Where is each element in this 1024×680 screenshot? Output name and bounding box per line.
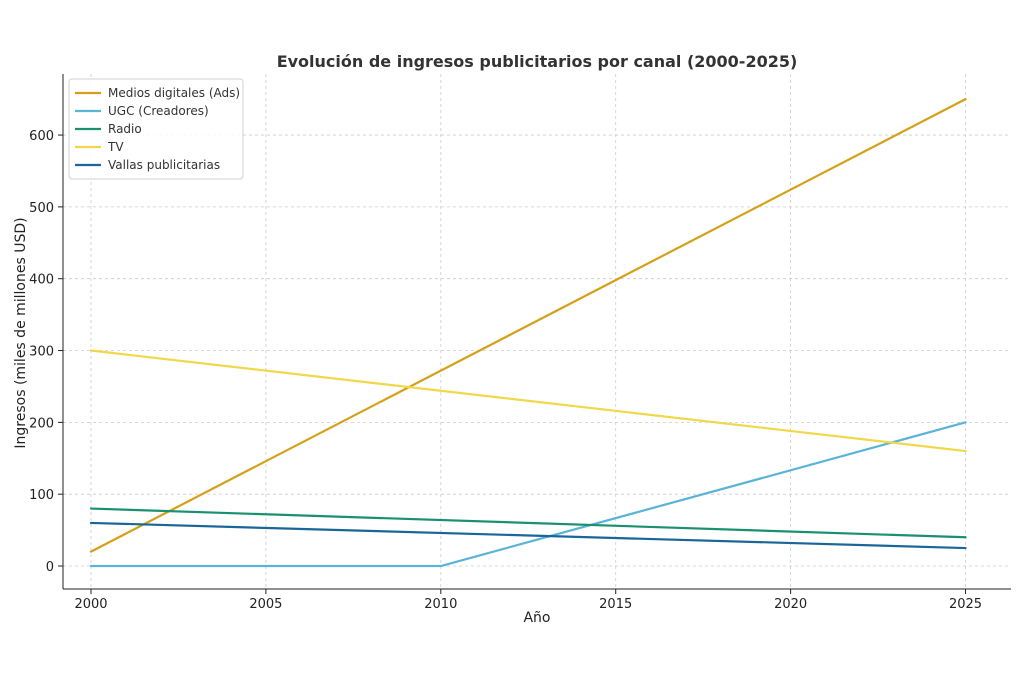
y-tick-label: 0 [46, 560, 54, 575]
x-tick-label: 2010 [424, 597, 457, 612]
y-axis-label: Ingresos (miles de millones USD) [13, 217, 29, 448]
series-line-1 [89, 98, 967, 553]
y-tick-label: 400 [29, 273, 54, 288]
legend-label: Medios digitales (Ads) [108, 86, 240, 100]
legend: Medios digitales (Ads) UGC (Creadores) Rad… [68, 78, 244, 180]
y-tick-label: 200 [29, 416, 54, 431]
series-line-4 [89, 349, 967, 453]
series-line-5 [89, 521, 967, 550]
series-line-3 [89, 507, 967, 539]
x-tick-label: 2005 [249, 597, 282, 612]
axes: 2000 2005 2010 2015 2020 2025 0 100 200 300 400 500… [29, 74, 1011, 612]
legend-label: Radio [108, 122, 142, 136]
y-tick-label: 500 [29, 201, 54, 216]
x-axis-label: Año [523, 610, 550, 626]
x-tick-label: 2000 [74, 597, 107, 612]
series-lines [89, 98, 967, 568]
x-tick-label: 2025 [949, 597, 982, 612]
y-tick-label: 100 [29, 488, 54, 503]
legend-label: UGC (Creadores) [108, 104, 209, 118]
x-tick-label: 2020 [774, 597, 807, 612]
chart-title: Evolución de ingresos publicitarios por … [277, 52, 798, 71]
series-line-2 [89, 421, 967, 568]
x-tick-label: 2015 [599, 597, 632, 612]
legend-box [68, 78, 244, 180]
y-tick-label: 300 [29, 345, 54, 360]
legend-label: Vallas publicitarias [108, 158, 220, 172]
y-tick-label: 600 [29, 129, 54, 144]
legend-label: TV [107, 140, 124, 154]
